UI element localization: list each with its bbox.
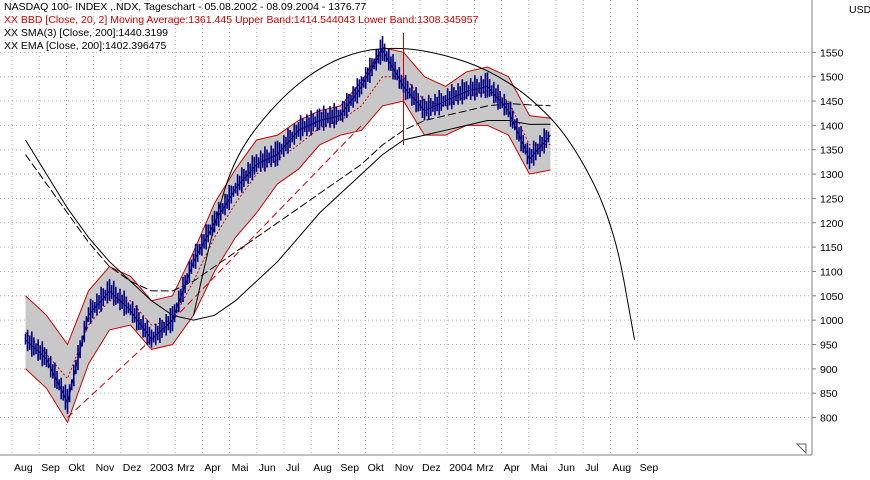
x-tick-label: Sep	[41, 462, 60, 474]
x-tick-label: Sep	[340, 462, 359, 474]
resize-corner-icon[interactable]	[795, 443, 807, 455]
sma-200-line	[25, 102, 551, 292]
y-tick-label: 1000	[820, 315, 844, 327]
x-tick-label: Nov	[395, 462, 414, 474]
x-tick-label: 2003	[150, 462, 174, 474]
y-tick-label: 850	[820, 388, 838, 400]
legend-ema: XX EMA [Close, 200]:1402.396475	[4, 40, 167, 52]
legend-sma: XX SMA(3) [Close, 200]:1440.3199	[4, 27, 169, 39]
y-tick-labels: 800 850 900 950 1000 1050 1100 1150 1200 1250 1300…	[812, 47, 844, 425]
y-tick-label: 1250	[820, 193, 844, 205]
price-line	[25, 48, 551, 405]
x-tick-label: Apr	[504, 462, 521, 474]
y-tick-label: 800	[820, 413, 838, 425]
price-series	[24, 35, 551, 415]
y-tick-label: 1300	[820, 169, 844, 181]
y-tick-label: 1050	[820, 291, 844, 303]
x-tick-label: 2004	[449, 462, 473, 474]
y-tick-label: 1550	[820, 47, 844, 59]
x-tick-label: Jun	[558, 462, 575, 474]
y-tick-label: 1350	[820, 145, 844, 157]
lower-band-line	[25, 100, 551, 424]
y-tick-label: 1150	[820, 242, 843, 254]
x-tick-label: Okt	[68, 462, 84, 474]
y-tick-label: 900	[820, 364, 838, 376]
x-tick-label: Aug	[313, 462, 332, 474]
x-tick-label: Okt	[368, 462, 384, 474]
axes: USD	[0, 0, 870, 456]
y-tick-label: 1500	[820, 72, 844, 84]
grid	[0, 0, 812, 455]
y-tick-label: 950	[820, 339, 838, 351]
y-tick-label: 1450	[820, 96, 844, 108]
x-tick-label: Mrz	[476, 462, 494, 474]
x-tick-label: Mrz	[177, 462, 195, 474]
x-tick-label: Mai	[531, 462, 548, 474]
x-tick-label: Dez	[123, 462, 142, 474]
x-tick-label: Dez	[422, 462, 441, 474]
y-tick-label: 1400	[820, 120, 844, 132]
x-tick-label: Aug	[612, 462, 631, 474]
x-tick-label: Mai	[232, 462, 249, 474]
chart-title: NASDAQ 100- INDEX ,.NDX, Tageschart - 05…	[4, 1, 367, 13]
x-tick-label: Jun	[259, 462, 276, 474]
x-tick-label: Nov	[96, 462, 115, 474]
x-tick-label: Sep	[640, 462, 659, 474]
x-tick-label: Jul	[286, 462, 299, 474]
x-tick-label: Jul	[585, 462, 598, 474]
upper-band-line	[25, 46, 551, 346]
x-tick-labels: Aug Sep Okt Nov Dez 2003 Mrz Apr Mai Jun Jul Aug Sep…	[14, 462, 658, 474]
bollinger-bands	[25, 46, 551, 424]
x-tick-label: Aug	[14, 462, 33, 474]
y-unit-label: USD	[849, 4, 870, 16]
x-tick-label: Apr	[204, 462, 221, 474]
legend-bollinger: XX BBD [Close, 20, 2] Moving Average:136…	[4, 14, 479, 26]
ema-200-line	[25, 120, 551, 321]
band-fill	[25, 47, 551, 423]
y-tick-label: 1200	[820, 218, 844, 230]
y-tick-label: 1100	[820, 266, 843, 278]
